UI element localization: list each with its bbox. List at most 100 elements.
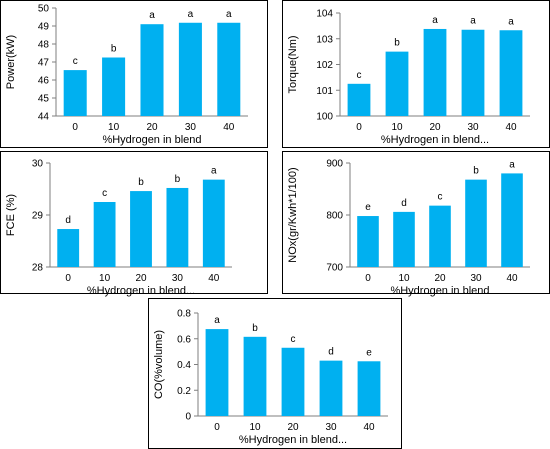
bar [178,22,202,116]
y-tick-label: 50 [38,4,50,15]
bar-data-label: b [252,323,258,334]
bar-data-label: b [175,174,181,185]
bar [423,28,447,117]
bar [217,22,241,116]
y-tick-label: 29 [32,211,44,222]
x-tick-label: 10 [99,273,111,284]
x-tick-label: 40 [505,122,517,133]
bar-data-label: b [473,166,479,177]
y-axis-title: Power(kW) [5,35,17,89]
x-tick-label: 40 [506,273,518,284]
x-tick-label: 30 [185,122,197,133]
x-tick-label: 40 [223,122,235,133]
x-axis-title: %Hydrogen in blend... [381,134,489,146]
y-tick-label: 46 [38,76,50,87]
bar [319,360,343,416]
bar [63,70,87,116]
x-tick-label: 40 [208,273,220,284]
x-tick-label: 20 [434,273,446,284]
y-tick-label: 104 [316,9,333,20]
bar [499,30,523,116]
x-tick-label: 10 [398,273,410,284]
x-axis-title: %Hydrogen in blend [390,285,489,297]
y-tick-label: 101 [316,86,333,97]
bar [93,202,116,267]
bar [140,24,164,117]
bar [393,211,415,267]
bar-data-label: d [328,347,334,358]
x-tick-label: 0 [365,273,371,284]
bar-data-label: c [102,188,107,199]
bar-data-label: a [470,16,476,27]
y-tick-label: 800 [326,211,343,222]
x-tick-label: 0 [214,422,220,433]
chart-panel-4: 700 800 900 e 0 d 10 c 20 b 30 a 40 %Hydrogen in blen… [282,151,550,297]
y-tick-label: 102 [316,60,333,71]
x-tick-label: 30 [172,273,184,284]
bar-data-label: a [188,9,194,20]
x-tick-label: 0 [65,273,71,284]
x-axis-title: %Hydrogen in blend [102,134,201,146]
x-tick-label: 10 [249,422,261,433]
bar [243,336,267,416]
bar-data-label: c [438,192,443,203]
chart-panel-5: 0 0.2 0.4 0.6 0.8 a 0 b 10 c 20 d 30 e 40 %Hydrogen in … [148,298,402,449]
chart-frame [0,151,268,294]
x-tick-label: 20 [429,122,441,133]
x-tick-label: 10 [391,122,403,133]
bar [57,229,80,267]
bar-data-label: b [111,44,117,55]
bar-data-label: a [432,15,438,26]
bar [461,29,485,116]
chart-panel-3: 28 29 30 d 0 c 10 b 20 b 30 a 40 %Hydrogen in blend..… [0,151,268,297]
bar-data-label: b [138,177,144,188]
bar [130,191,152,267]
chart-panel-1: 44 45 46 47 48 49 50 c 0 b 10 a 20 a 30 a 40 %Hydrogen in… [0,0,268,148]
x-tick-label: 0 [356,122,362,133]
y-tick-label: 0.6 [177,334,191,345]
y-tick-label: 100 [316,112,333,123]
bar-data-label: a [226,9,232,20]
x-tick-label: 20 [146,122,158,133]
y-axis-title: CO(%volume) [153,330,165,399]
chart-panel-2: 100 101 102 103 104 c 0 b 10 a 20 a 30 a 40 %Hydrogen i… [282,0,550,148]
x-tick-label: 40 [363,422,375,433]
y-tick-label: 0 [185,412,191,423]
y-tick-label: 0.2 [177,386,191,397]
bar-data-label: a [214,315,220,326]
bar [166,187,189,267]
x-tick-label: 30 [467,122,479,133]
bar-data-label: a [509,159,515,170]
y-tick-label: 0.4 [177,360,191,371]
bar-data-label: a [508,16,514,27]
bar-data-label: a [211,166,217,177]
y-tick-label: 103 [316,34,333,45]
y-tick-label: 49 [38,22,50,33]
bar-data-label: b [394,38,400,49]
bar [357,216,379,267]
bar-data-label: e [365,202,371,213]
bar-data-label: c [291,334,296,345]
y-tick-label: 28 [32,263,44,274]
y-tick-label: 48 [38,40,50,51]
bar-data-label: e [366,347,372,358]
x-axis-title: %Hydrogen in blend... [87,285,195,297]
y-axis-title: Torque(Nm) [287,35,299,93]
bar [465,179,487,267]
bar [357,361,381,416]
y-tick-label: 44 [38,112,50,123]
bar-data-label: c [73,56,78,67]
y-tick-label: 30 [32,159,44,170]
bar [102,57,126,116]
y-axis-title: FCE (%) [5,194,17,236]
bar-data-label: a [149,10,155,21]
bar [205,329,229,416]
x-axis-title: %Hydrogen in blend... [239,434,347,446]
y-tick-label: 900 [326,159,343,170]
chart-frame [0,0,268,148]
x-tick-label: 0 [72,122,78,133]
x-tick-label: 20 [287,422,299,433]
bar [385,51,409,116]
bar-data-label: c [357,70,362,81]
